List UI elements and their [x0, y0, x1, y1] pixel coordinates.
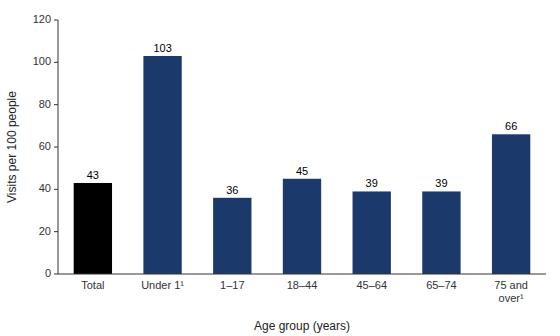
- y-tick-label: 120: [33, 13, 51, 25]
- x-tick-label: 18–44: [287, 279, 318, 291]
- data-label: 45: [296, 165, 308, 177]
- y-tick: [54, 274, 58, 275]
- chart: 0 20 40 60 80 100 120 Total Under 1¹ 1–17 18–44 45–…: [0, 0, 560, 336]
- data-labels: 43 103 36 45 39 39 66: [87, 42, 518, 196]
- bar: [353, 191, 391, 274]
- y-tick-label: 0: [45, 267, 51, 279]
- y-tick: [54, 62, 58, 63]
- bar: [213, 198, 251, 274]
- x-tick-label: 45–64: [356, 279, 387, 291]
- x-axis-line: [58, 274, 546, 275]
- x-tick-label: Under 1¹: [141, 279, 184, 291]
- bar: [492, 134, 530, 274]
- data-label: 39: [366, 177, 378, 189]
- y-tick: [54, 147, 58, 148]
- data-label: 103: [153, 42, 171, 54]
- y-tick: [54, 20, 58, 21]
- axes: 0 20 40 60 80 100 120 Total Under 1¹ 1–17 18–44 45–…: [33, 13, 546, 304]
- bar: [283, 179, 321, 274]
- data-label: 39: [435, 177, 447, 189]
- y-tick-label: 20: [39, 225, 51, 237]
- y-tick-label: 80: [39, 98, 51, 110]
- chart-container: 0 20 40 60 80 100 120 Total Under 1¹ 1–17 18–44 45–…: [0, 0, 560, 336]
- y-tick-label: 40: [39, 182, 51, 194]
- y-tick: [54, 231, 58, 232]
- x-tick-label: 1–17: [220, 279, 244, 291]
- y-tick: [54, 189, 58, 190]
- y-axis-label: Visits per 100 people: [5, 91, 19, 203]
- data-label: 66: [505, 120, 517, 132]
- x-tick-label: 75 andover¹: [494, 279, 528, 304]
- data-label: 43: [87, 169, 99, 181]
- plot: 0 20 40 60 80 100 120 Total Under 1¹ 1–17 18–44 45–…: [5, 13, 546, 333]
- x-axis-label: Age group (years): [254, 319, 350, 333]
- y-tick-label: 100: [33, 55, 51, 67]
- bars: [74, 56, 531, 274]
- x-tick-label: Total: [81, 279, 104, 291]
- bar: [422, 191, 460, 274]
- bar: [74, 183, 112, 274]
- y-tick-label: 60: [39, 140, 51, 152]
- y-tick: [54, 104, 58, 105]
- data-label: 36: [226, 184, 238, 196]
- x-tick-label: 65–74: [426, 279, 457, 291]
- bar: [143, 56, 181, 274]
